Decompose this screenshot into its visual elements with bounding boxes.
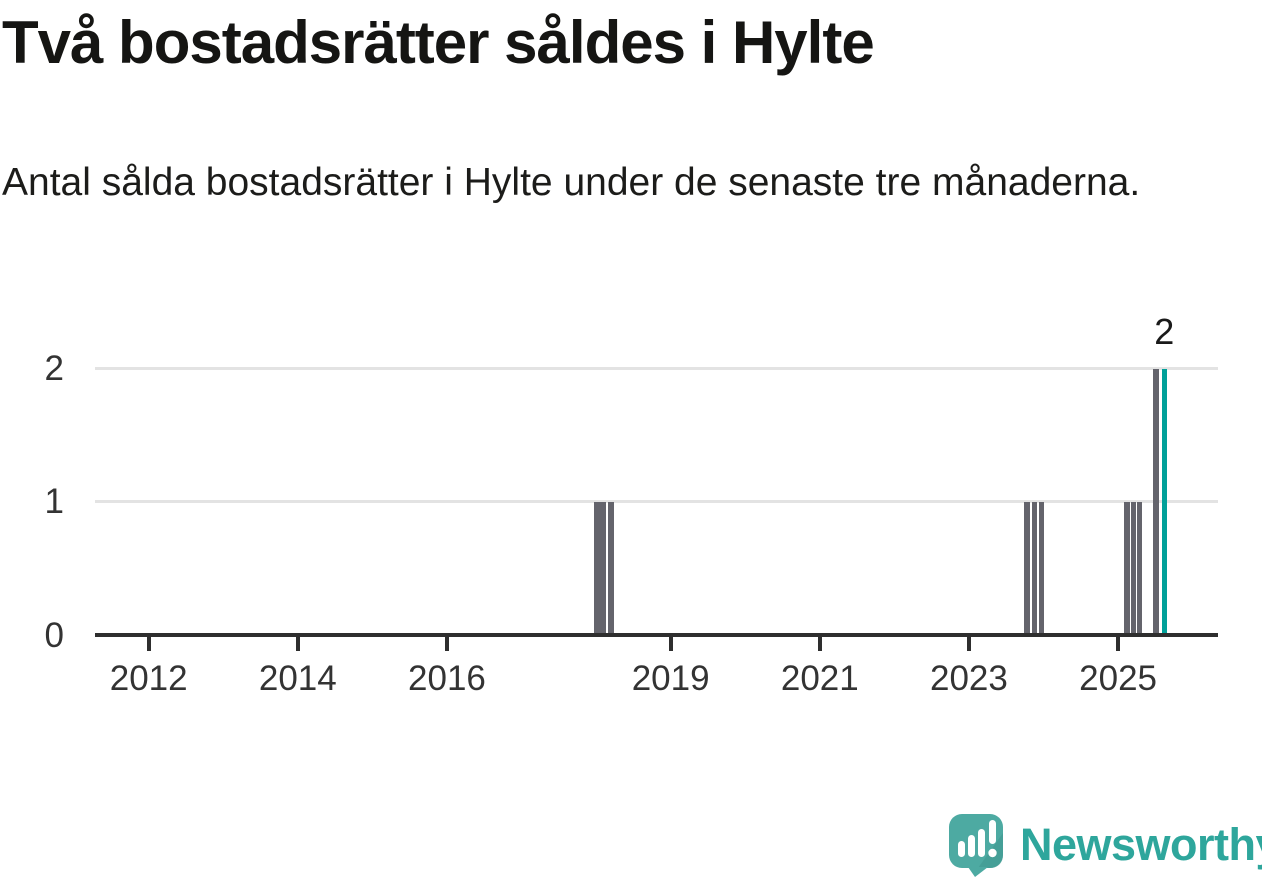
y-gridline: [95, 500, 1218, 504]
x-tick-label: 2025: [1079, 659, 1158, 698]
x-tick-mark: [966, 637, 971, 651]
x-tick-label: 2014: [258, 659, 337, 698]
y-tick-label: 0: [44, 615, 64, 655]
x-tick-label: 2016: [408, 659, 486, 698]
chart-title: Två bostadsrätter såldes i Hylte: [2, 9, 875, 76]
newsworthy-logo-icon: [949, 814, 1003, 877]
newsworthy-branding: Newsworthy: [948, 810, 1262, 878]
bar: [1137, 501, 1143, 633]
x-tick-label: 2019: [631, 659, 710, 698]
x-tick-label: 2023: [930, 659, 1008, 698]
y-tick-label: 1: [44, 482, 64, 522]
y-gridline: [95, 367, 1218, 370]
bar: [1131, 501, 1137, 633]
x-tick-label: 2012: [109, 659, 188, 698]
x-tick-mark: [668, 637, 673, 651]
x-tick-mark: [146, 637, 151, 651]
bar: [1031, 501, 1038, 633]
bar: [1024, 501, 1030, 633]
x-tick-label: 2021: [780, 659, 859, 698]
bar: [608, 501, 614, 633]
x-axis-line: [95, 633, 1218, 637]
x-tick-mark: [295, 637, 300, 651]
highlighted-bar: [1161, 368, 1167, 633]
chart-subtitle: Antal sålda bostadsrätter i Hylte under …: [2, 161, 1141, 204]
x-tick-mark: [1116, 637, 1121, 651]
y-tick-label: 2: [44, 349, 64, 388]
x-tick-mark: [817, 637, 822, 651]
newsworthy-wordmark: Newsworthy: [1020, 818, 1262, 870]
bar: [1038, 501, 1044, 633]
bar: [1153, 368, 1159, 633]
bar: [594, 501, 606, 633]
x-tick-mark: [444, 637, 449, 651]
bar-value-label: 2: [1154, 311, 1175, 352]
bar: [1124, 501, 1130, 633]
